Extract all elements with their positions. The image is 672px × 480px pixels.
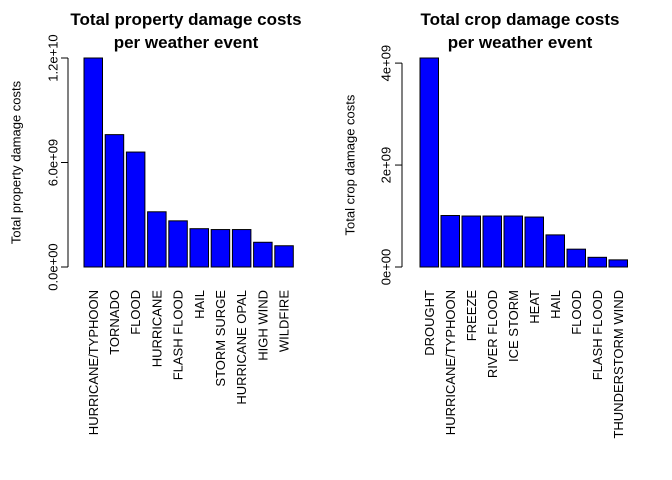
y-tick-label: 0.0e+00 [46,243,61,290]
bar [104,134,125,268]
y-tick-label: 4e+09 [379,45,394,82]
category-label: ICE STORM [506,290,521,362]
category-label: HURRICANE OPAL [234,290,249,405]
bar [168,220,188,268]
bar [419,57,439,268]
category-label: FREEZE [464,290,479,342]
y-tick-label: 6.0e+09 [46,139,61,186]
category-label: TORNADO [107,290,122,355]
category-label: HURRICANE/TYPHOON [443,290,458,435]
y-axis-label: Total crop damage costs [343,94,358,235]
category-label: HIGH WIND [255,290,270,361]
chart-title-line1: Total crop damage costs [420,10,619,29]
category-label: FLASH FLOOD [590,290,605,380]
y-tick-label: 1.2e+10 [46,34,61,81]
y-tick-label: 2e+09 [379,147,394,184]
bar [253,241,273,268]
bar [503,215,523,268]
chart-title-line2: per weather event [448,33,593,52]
chart-title-line1: Total property damage costs [70,10,301,29]
bar [125,151,146,268]
category-label: HURRICANE [149,290,164,368]
bar [524,216,544,268]
chart-title-line2: per weather event [114,33,259,52]
category-label: DROUGHT [422,290,437,356]
bar [440,215,460,268]
bar [189,228,209,268]
bar [147,211,167,268]
bar [83,57,103,268]
y-tick-label: 0e+00 [379,249,394,286]
category-label: HURRICANE/TYPHOON [86,290,101,435]
category-label: HAIL [548,290,563,319]
category-label: FLOOD [128,290,143,335]
bar [608,259,628,268]
crop-damage-chart: Total crop damage costs per weather event… [343,10,628,439]
bar [566,248,586,268]
category-label: FLASH FLOOD [171,290,186,380]
category-label: THUNDERSTORM WIND [611,290,626,439]
category-label: WILDFIRE [277,290,292,352]
bar [545,234,565,268]
category-label: RIVER FLOOD [485,290,500,378]
bar [210,229,231,268]
bar [482,215,502,268]
category-label: FLOOD [569,290,584,335]
category-label: STORM SURGE [213,290,228,387]
bar [587,256,607,268]
bar [461,215,481,268]
category-label: HEAT [527,290,542,324]
property-damage-chart: Total property damage costs per weather e… [9,10,302,435]
category-label: HAIL [192,290,207,319]
bar [231,229,252,268]
bar [274,245,294,268]
y-axis-label: Total property damage costs [9,80,24,244]
